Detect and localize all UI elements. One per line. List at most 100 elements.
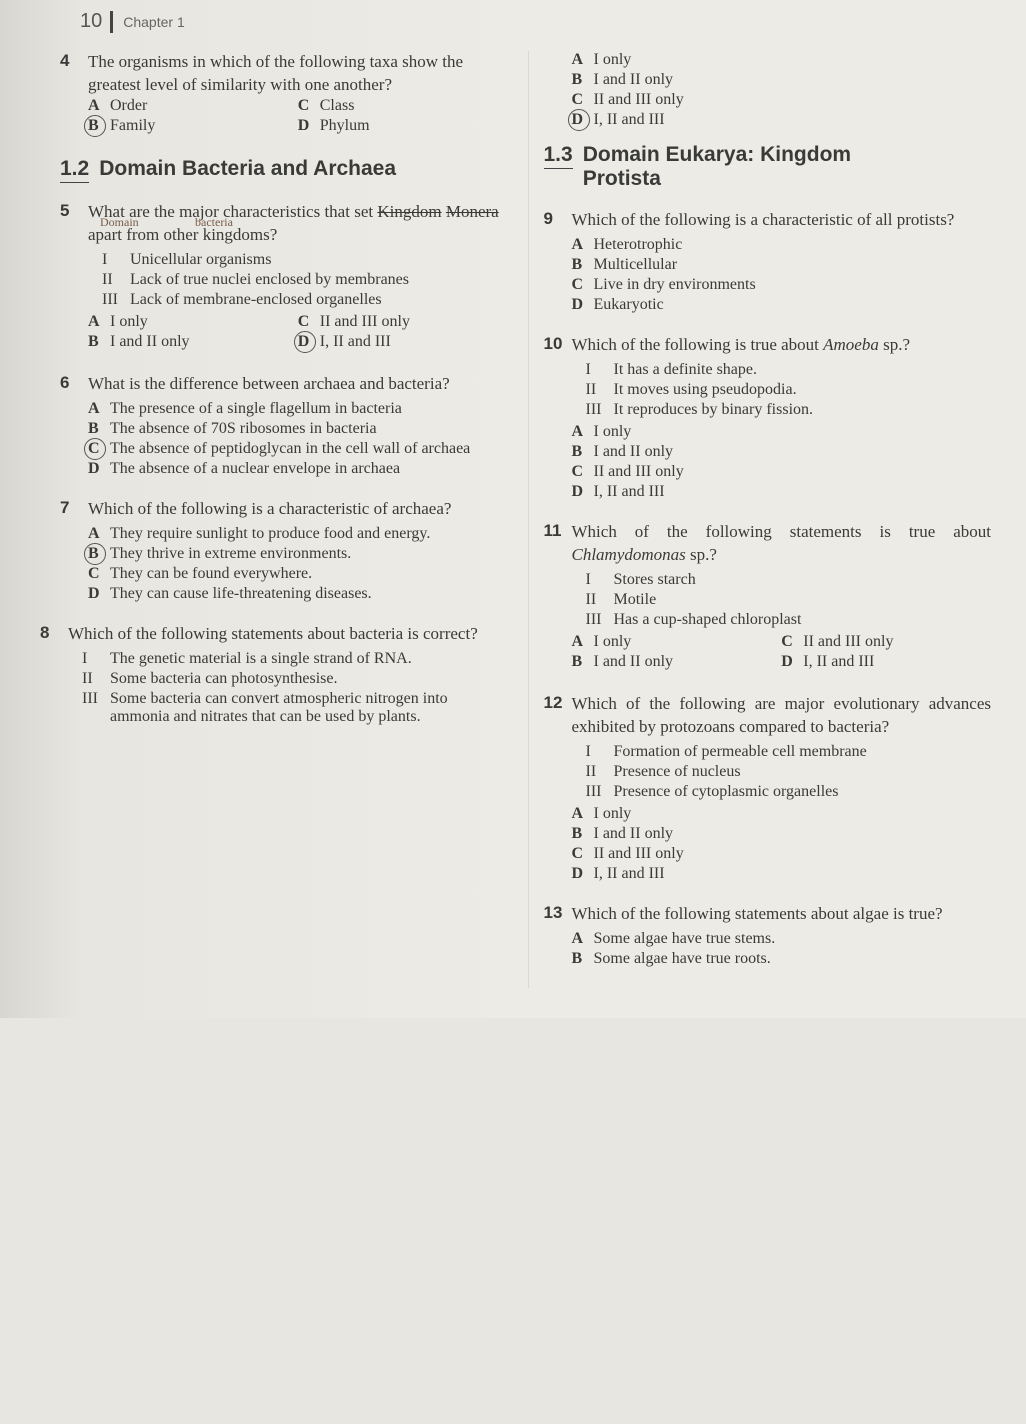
section-1-2-title: Domain Bacteria and Archaea — [99, 157, 396, 181]
q9-num: 9 — [544, 209, 553, 229]
q11-italic: Chlamydomonas — [572, 545, 686, 564]
q7-options: AThey require sunlight to produce food a… — [88, 525, 508, 603]
q4-opt-b-label: B — [88, 117, 110, 135]
q10-opt-a: I only — [594, 423, 632, 441]
question-11: 11 Which of the following statements is … — [544, 521, 992, 673]
q5-strike-2: Monera — [446, 202, 499, 221]
q9-opt-c: Live in dry environments — [594, 276, 756, 294]
q10-i: It has a definite shape. — [614, 361, 758, 379]
q5-opt-b: I and II only — [110, 333, 190, 351]
q4-opt-a: Order — [110, 97, 147, 115]
q11-text-b: sp.? — [686, 545, 717, 564]
q9-opt-a-label: A — [572, 236, 594, 254]
q5-opt-a-label: A — [88, 313, 110, 331]
q4-opt-d: Phylum — [320, 117, 370, 135]
q12-opt-b-label: B — [572, 825, 594, 843]
q8-opt-b: I and II only — [594, 71, 674, 89]
roman-i: I — [82, 650, 110, 668]
q8-opt-b-label: B — [572, 71, 594, 89]
q4-num: 4 — [60, 51, 69, 71]
question-6: 6 What is the difference between archaea… — [60, 373, 508, 478]
q11-i: Stores starch — [614, 571, 696, 589]
q7-opt-b: They thrive in extreme environments. — [110, 545, 351, 563]
q5-opt-c: II and III only — [320, 313, 410, 331]
q8-roman: IThe genetic material is a single strand… — [82, 650, 508, 726]
section-1-2-num: 1.2 — [60, 157, 89, 183]
q10-num: 10 — [544, 334, 563, 354]
roman-i: I — [586, 571, 614, 589]
content-columns: 4 The organisms in which of the followin… — [60, 51, 991, 988]
q8-opt-c: II and III only — [594, 91, 684, 109]
q4-opt-a-label: A — [88, 97, 110, 115]
right-column: AI only BI and II only CII and III only … — [528, 51, 992, 988]
q6-opt-d-label: D — [88, 460, 110, 478]
q8-opt-c-label: C — [572, 91, 594, 109]
q9-text: Which of the following is a characterist… — [572, 209, 992, 232]
q10-options: AI only BI and II only CII and III only … — [572, 423, 992, 501]
q7-opt-c-label: C — [88, 565, 110, 583]
q5-opt-c-label: C — [298, 313, 320, 331]
q5-opt-d: I, II and III — [320, 333, 391, 351]
q10-text-b: sp.? — [879, 335, 910, 354]
q12-opt-a-label: A — [572, 805, 594, 823]
q8-ii: Some bacteria can photosynthesise. — [110, 670, 338, 688]
q5-iii: Lack of membrane-enclosed organelles — [130, 291, 382, 309]
header-divider — [110, 11, 113, 33]
q5-handwriting-1: Domain — [100, 215, 139, 230]
q8-text: Which of the following statements about … — [68, 623, 508, 646]
q10-ii: It moves using pseudopodia. — [614, 381, 797, 399]
section-1-3: 1.3 Domain Eukarya: Kingdom Protista — [544, 143, 992, 191]
q11-opt-a-label: A — [572, 633, 594, 651]
q11-ii: Motile — [614, 591, 657, 609]
roman-iii: III — [586, 783, 614, 801]
q11-opt-b-label: B — [572, 653, 594, 671]
q11-opt-c-label: C — [781, 633, 803, 651]
q5-options: AI only BI and II only CII and III only … — [88, 313, 508, 353]
section-1-3-title: Domain Eukarya: Kingdom Protista — [583, 143, 913, 191]
roman-i: I — [586, 743, 614, 761]
q7-num: 7 — [60, 498, 69, 518]
roman-i: I — [586, 361, 614, 379]
roman-iii: III — [102, 291, 130, 309]
q11-opt-d: I, II and III — [803, 653, 874, 671]
q7-opt-b-label: B — [88, 545, 110, 563]
left-column: 4 The organisms in which of the followin… — [60, 51, 518, 988]
chapter-label: Chapter 1 — [123, 14, 184, 30]
q4-text: The organisms in which of the following … — [88, 51, 508, 97]
q8-num: 8 — [40, 623, 49, 643]
q8-options-block: AI only BI and II only CII and III only … — [544, 51, 992, 129]
q12-iii: Presence of cytoplasmic organelles — [614, 783, 839, 801]
q7-opt-a: They require sunlight to produce food an… — [110, 525, 430, 543]
q11-num: 11 — [544, 521, 562, 541]
q7-opt-d-label: D — [88, 585, 110, 603]
roman-ii: II — [82, 670, 110, 688]
q5-opt-b-label: B — [88, 333, 110, 351]
q8-iii: Some bacteria can convert atmospheric ni… — [110, 690, 508, 726]
q6-opt-c: The absence of peptidoglycan in the cell… — [110, 440, 470, 458]
q6-opt-a: The presence of a single flagellum in ba… — [110, 400, 402, 418]
q11-opt-a: I only — [594, 633, 632, 651]
q12-opt-d-label: D — [572, 865, 594, 883]
roman-ii: II — [586, 763, 614, 781]
question-4: 4 The organisms in which of the followin… — [60, 51, 508, 137]
q7-opt-d: They can cause life-threatening diseases… — [110, 585, 372, 603]
q6-opt-d: The absence of a nuclear envelope in arc… — [110, 460, 400, 478]
q6-options: AThe presence of a single flagellum in b… — [88, 400, 508, 478]
q5-strike-1: Kingdom — [377, 202, 441, 221]
q5-num: 5 — [60, 201, 69, 221]
q10-opt-b: I and II only — [594, 443, 674, 461]
question-7: 7 Which of the following is a characteri… — [60, 498, 508, 603]
q12-opt-b: I and II only — [594, 825, 674, 843]
q6-opt-b: The absence of 70S ribosomes in bacteria — [110, 420, 377, 438]
q10-roman: IIt has a definite shape. IIIt moves usi… — [586, 361, 992, 419]
q13-opt-b-label: B — [572, 950, 594, 968]
q12-opt-c: II and III only — [594, 845, 684, 863]
page-header: 10 Chapter 1 — [60, 10, 991, 33]
q5-roman: IUnicellular organisms IILack of true nu… — [102, 251, 508, 309]
q9-options: AHeterotrophic BMulticellular CLive in d… — [572, 236, 992, 314]
question-5: 5 Domain bacteria What are the major cha… — [60, 201, 508, 353]
q10-opt-c-label: C — [572, 463, 594, 481]
q9-opt-b-label: B — [572, 256, 594, 274]
q13-text: Which of the following statements about … — [572, 903, 992, 926]
q5-opt-a: I only — [110, 313, 148, 331]
